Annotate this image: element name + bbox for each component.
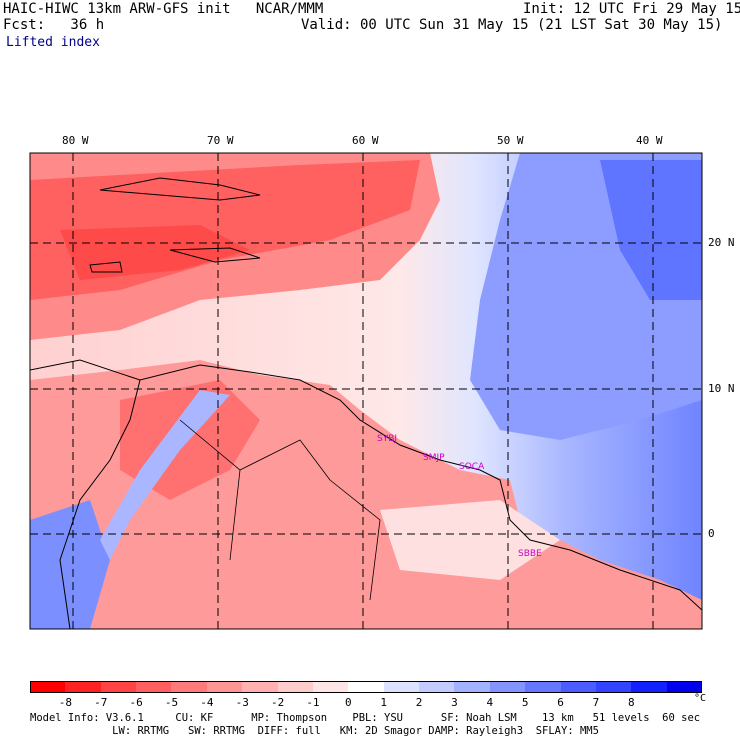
colorbar-cell [454, 681, 491, 693]
colorbar-cell [312, 681, 349, 693]
forecast-hour: Fcst: 36 h [3, 17, 105, 33]
model-title: HAIC-HIWC 13km ARW-GFS init NCAR/MMM [3, 1, 324, 17]
lon-label-60w: 60 W [352, 134, 379, 147]
colorbar-cell [100, 681, 137, 693]
city-label-soca: SOCA [459, 462, 485, 472]
lat-lon-grid [30, 153, 702, 629]
colorbar-cell [666, 681, 703, 693]
colorbar-tick-label: -2 [270, 696, 285, 709]
city-label-sbbe: SBBE [518, 549, 542, 559]
colorbar-cell [65, 681, 102, 693]
country-borders [179, 419, 381, 601]
colorbar-cell [595, 681, 632, 693]
init-time: Init: 12 UTC Fri 29 May 15 [523, 1, 740, 17]
city-label-sybj: SYBJ [377, 434, 397, 444]
colorbar-unit: °C [694, 693, 707, 704]
colorbar-tick-label: -8 [58, 696, 72, 709]
andes-stable-ridge [100, 390, 230, 560]
colorbar-tick-label: 5 [521, 696, 529, 709]
lat-label-0: 0 [708, 527, 715, 540]
colorbar-frame [30, 681, 702, 693]
colorbar-cell [348, 681, 385, 693]
field-name: Lifted index [6, 35, 100, 50]
lon-label-70w: 70 W [207, 134, 234, 147]
colorbar-cell [383, 681, 420, 693]
colorbar-tick-label: 3 [451, 696, 458, 709]
jamaica-outline [89, 261, 123, 273]
strong-instability-core [60, 225, 250, 280]
colorbar-cell [631, 681, 668, 693]
lon-label-50w: 50 W [497, 134, 524, 147]
colorbar-tick-label: 0 [345, 696, 352, 709]
lat-label-10n: 10 N [708, 382, 735, 395]
colorbar-cell [136, 681, 172, 693]
colorbar-tick-label: -5 [164, 696, 179, 709]
valid-time: Valid: 00 UTC Sun 31 May 15 (21 LST Sat … [301, 17, 723, 33]
model-info-line1: Model Info: V3.6.1 CU: KF MP: Thompson P… [30, 712, 701, 724]
lon-label-40w: 40 W [636, 134, 663, 147]
colorbar-cell [171, 681, 208, 693]
colorbar-tick-label: -4 [200, 696, 214, 709]
colorbar-cell [419, 681, 455, 693]
colorbar-tick-label: 8 [627, 696, 635, 709]
colorbar-cell [277, 681, 314, 693]
lon-label-80w: 80 W [62, 134, 89, 147]
strong-stable-core [600, 160, 702, 300]
colorbar-cell [489, 681, 526, 693]
colorbar-tick-label: -1 [306, 696, 320, 709]
colorbar-tick-label: -7 [94, 696, 108, 709]
pacific-stable-zone [30, 500, 110, 629]
pacific-coastline [59, 379, 141, 629]
colorbar-cell [560, 681, 597, 693]
colorbar-tick-label: 1 [380, 696, 387, 709]
colorbar-cell [242, 681, 279, 693]
colorbar-cell [206, 681, 243, 693]
colorbar-cell [525, 681, 562, 693]
colorbar-tick-label: 7 [592, 696, 600, 709]
colorbar-tick-label: 2 [415, 696, 423, 709]
model-info-line2: LW: RRTMG SW: RRTMG DIFF: full KM: 2D Sm… [30, 725, 599, 737]
city-label-smjp: SMJP [423, 453, 445, 463]
colorbar-tick-label: -6 [129, 696, 143, 709]
lat-label-20n: 20 N [708, 236, 735, 249]
map-frame [29, 152, 703, 630]
colorbar-cell [30, 681, 66, 693]
colorbar-tick-label: 6 [557, 696, 564, 709]
colorbar-tick-label: 4 [486, 696, 494, 709]
hispaniola-outline [169, 247, 261, 263]
cuba-outline [99, 177, 261, 201]
coastline [30, 359, 702, 611]
colorbar-tick-label: -3 [235, 696, 249, 709]
amazon-weak-zone [380, 500, 560, 580]
